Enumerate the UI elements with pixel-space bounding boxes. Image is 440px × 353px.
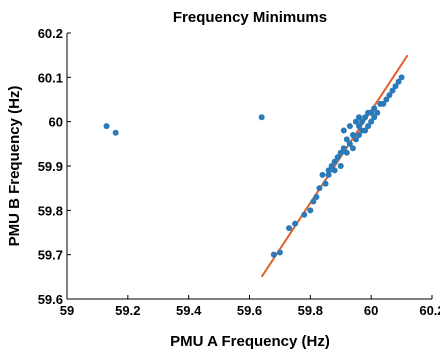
data-point: [322, 180, 329, 187]
data-point: [112, 129, 119, 136]
data-point: [365, 123, 372, 130]
y-ticks: 59.6 59.7 59.8 59.9 60 60.1 60.2: [38, 26, 71, 307]
x-tick-label: 59.6: [237, 303, 262, 318]
data-point: [356, 114, 362, 121]
x-tick-label: 59.4: [176, 303, 202, 318]
data-point: [325, 171, 332, 178]
data-point: [346, 123, 353, 130]
data-point: [395, 78, 402, 85]
data-point: [362, 127, 369, 134]
data-point: [343, 149, 350, 156]
data-point: [276, 249, 283, 256]
x-ticks: 59 59.2 59.4 59.6 59.8 60 60.2: [60, 295, 440, 318]
data-point: [331, 158, 338, 165]
data-point: [319, 171, 326, 178]
data-point: [334, 154, 341, 161]
data-point: [349, 131, 356, 138]
data-point: [310, 198, 317, 205]
data-point: [343, 136, 350, 143]
chart-title: Frequency Minimums: [173, 9, 327, 26]
x-tick-label: 60.2: [419, 303, 440, 318]
data-point: [340, 127, 347, 134]
y-tick-label: 59.8: [38, 203, 63, 218]
data-point: [337, 163, 344, 169]
data-point: [286, 225, 293, 232]
data-point: [368, 109, 375, 116]
data-point: [356, 123, 362, 130]
y-tick-label: 59.9: [38, 159, 63, 174]
data-point: [352, 118, 359, 125]
data-point: [331, 167, 338, 174]
y-tick-label: 59.6: [38, 292, 63, 307]
data-point: [392, 83, 399, 90]
x-tick-label: 60: [364, 303, 378, 318]
data-point: [337, 149, 344, 156]
data-point: [313, 194, 320, 201]
x-axis-label: PMU A Frequency (Hz): [170, 333, 330, 350]
data-point: [389, 87, 396, 94]
data-point: [258, 114, 265, 121]
y-tick-label: 60.2: [38, 26, 63, 41]
data-point: [270, 251, 277, 258]
x-tick-label: 59.8: [298, 303, 323, 318]
data-point: [346, 140, 353, 147]
data-point: [352, 136, 359, 143]
x-tick-label: 59: [60, 303, 74, 318]
y-tick-label: 60: [49, 115, 63, 130]
data-point: [374, 109, 381, 116]
data-point: [325, 167, 332, 174]
data-point: [371, 105, 378, 112]
y-tick-label: 59.7: [38, 248, 63, 263]
data-point: [349, 145, 356, 152]
data-point: [398, 74, 405, 81]
fit-line-layer: [260, 54, 409, 278]
data-point: [371, 114, 378, 121]
data-point: [340, 145, 347, 152]
data-point: [316, 185, 323, 192]
x-tick-label: 59.2: [115, 303, 140, 318]
fit-line: [260, 54, 409, 278]
y-tick-label: 60.1: [38, 70, 63, 85]
data-point: [386, 92, 393, 99]
data-point: [368, 118, 375, 125]
data-point: [362, 114, 369, 121]
data-point: [103, 123, 110, 130]
data-point: [356, 131, 362, 138]
data-point: [328, 163, 335, 169]
data-point: [380, 100, 387, 107]
data-point: [307, 207, 314, 214]
data-point: [301, 211, 308, 218]
data-point: [359, 118, 366, 125]
data-point: [292, 220, 299, 227]
points-layer: [103, 74, 405, 258]
y-axis-label: PMU B Frequency (Hz): [6, 86, 23, 247]
data-point: [383, 96, 390, 103]
